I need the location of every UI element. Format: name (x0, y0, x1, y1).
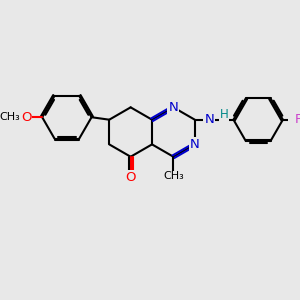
Text: H: H (220, 108, 228, 121)
Text: F: F (295, 113, 300, 126)
Text: O: O (21, 111, 32, 124)
Text: N: N (190, 138, 200, 151)
Text: O: O (125, 171, 136, 184)
Text: CH₃: CH₃ (0, 112, 20, 122)
Text: CH₃: CH₃ (163, 172, 184, 182)
Text: N: N (169, 101, 178, 114)
Text: N: N (204, 113, 214, 126)
